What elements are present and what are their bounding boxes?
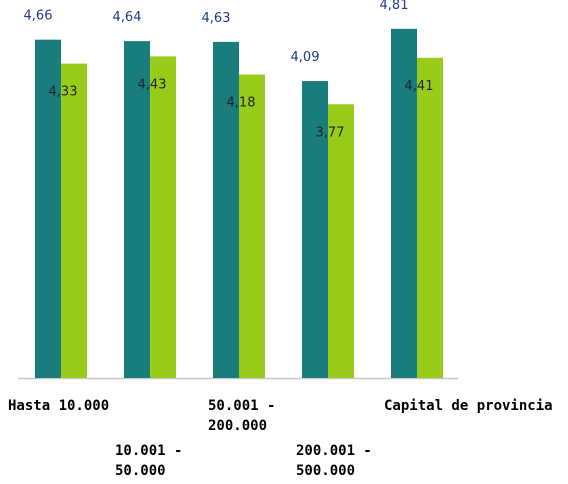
bar-s2-1 <box>61 63 87 378</box>
bar-s2-5 <box>417 57 443 379</box>
bar-s1-4 <box>302 81 328 378</box>
data-label-s2-4: 3,77 <box>316 125 345 140</box>
bar-s1-1 <box>35 39 61 379</box>
data-label-s1-3: 4,63 <box>202 11 231 26</box>
data-label-s1-1: 4,66 <box>24 9 53 24</box>
data-label-s1-2: 4,64 <box>113 10 142 25</box>
category-label-5: Capital de provincia <box>384 398 553 414</box>
bar-s1-5 <box>391 28 417 378</box>
bar-s1-2 <box>124 41 150 379</box>
bar-s2-2 <box>150 56 176 379</box>
bar-s2-3 <box>239 74 265 379</box>
category-label-2: 10.001 -50.000 <box>115 443 182 479</box>
category-label-3: 50.001 -200.000 <box>208 398 275 434</box>
category-label-1: Hasta 10.000 <box>8 398 109 414</box>
data-label-s1-5: 4,81 <box>380 0 409 13</box>
data-label-s2-3: 4,18 <box>227 96 256 111</box>
data-label-s1-4: 4,09 <box>291 50 320 65</box>
bar-s1-3 <box>213 41 239 378</box>
data-label-s2-5: 4,41 <box>405 79 434 94</box>
data-label-s2-1: 4,33 <box>49 85 78 100</box>
data-label-s2-2: 4,43 <box>138 77 167 92</box>
category-label-4: 200.001 -500.000 <box>296 443 372 479</box>
bar-s2-4 <box>328 104 354 378</box>
